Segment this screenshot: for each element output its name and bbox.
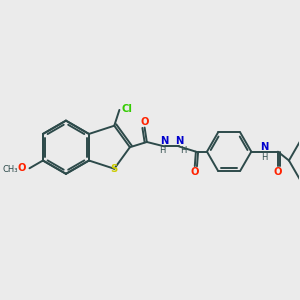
Text: CH₃: CH₃ [3, 165, 18, 174]
Text: O: O [274, 167, 282, 177]
Text: O: O [140, 117, 149, 127]
Text: N: N [260, 142, 269, 152]
Text: H: H [159, 146, 166, 155]
Text: S: S [111, 164, 118, 174]
Text: H: H [180, 146, 187, 155]
Text: O: O [18, 163, 26, 173]
Text: O: O [190, 167, 199, 177]
Text: Cl: Cl [122, 104, 133, 114]
Text: N: N [160, 136, 169, 146]
Text: N: N [175, 136, 183, 146]
Text: H: H [261, 153, 268, 162]
